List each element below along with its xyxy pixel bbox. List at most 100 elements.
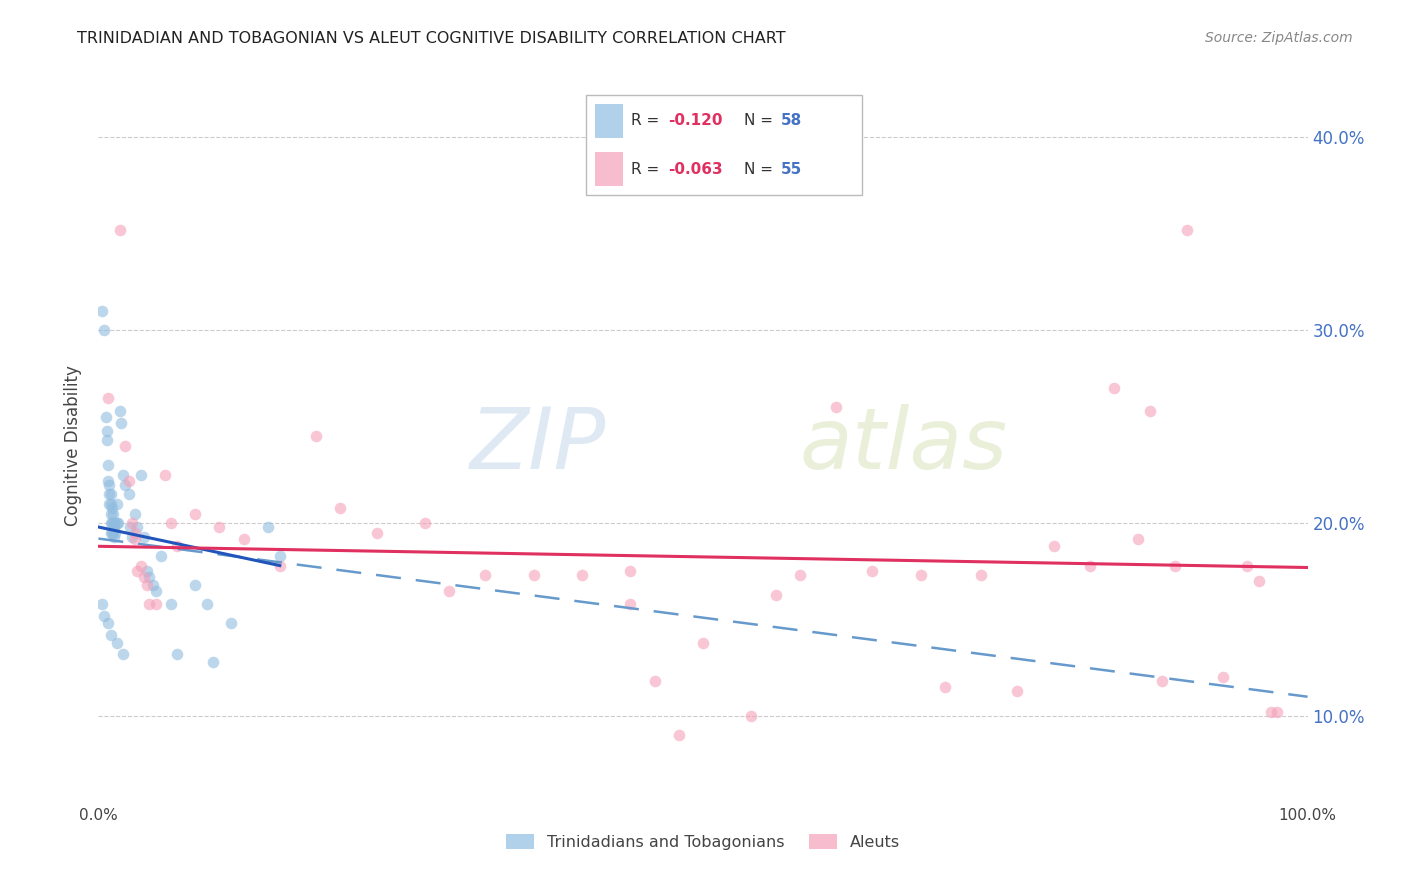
Point bbox=[118, 520, 141, 534]
Point bbox=[413, 516, 436, 530]
Point bbox=[134, 530, 156, 544]
Point bbox=[104, 516, 127, 530]
Point bbox=[619, 597, 641, 611]
Point bbox=[765, 587, 787, 601]
Point bbox=[825, 401, 848, 415]
Text: N =: N = bbox=[744, 113, 778, 128]
Point bbox=[860, 565, 883, 579]
Point bbox=[108, 404, 131, 418]
Point bbox=[474, 568, 496, 582]
Point bbox=[100, 507, 122, 521]
Point bbox=[105, 516, 128, 530]
Point bbox=[96, 424, 118, 438]
Point bbox=[105, 636, 128, 650]
Point bbox=[108, 223, 131, 237]
Text: -0.120: -0.120 bbox=[668, 113, 723, 128]
Point bbox=[111, 467, 134, 482]
Text: Source: ZipAtlas.com: Source: ZipAtlas.com bbox=[1205, 31, 1353, 45]
Point bbox=[135, 565, 157, 579]
Point bbox=[1139, 404, 1161, 418]
Point bbox=[1078, 558, 1101, 573]
Point bbox=[121, 530, 143, 544]
Point bbox=[100, 525, 122, 540]
Point bbox=[619, 565, 641, 579]
Point bbox=[135, 578, 157, 592]
Point bbox=[98, 497, 121, 511]
Point bbox=[93, 323, 115, 337]
Y-axis label: Cognitive Disability: Cognitive Disability bbox=[65, 366, 83, 526]
Point bbox=[134, 570, 156, 584]
Point bbox=[97, 474, 120, 488]
Text: N =: N = bbox=[744, 161, 778, 177]
Point bbox=[100, 500, 122, 515]
Point bbox=[184, 578, 207, 592]
Point bbox=[107, 516, 129, 530]
Point bbox=[138, 570, 160, 584]
Point bbox=[329, 500, 352, 515]
Point bbox=[1007, 684, 1029, 698]
Point bbox=[145, 597, 167, 611]
Point bbox=[1267, 705, 1289, 719]
Point bbox=[184, 507, 207, 521]
Bar bbox=[595, 153, 623, 186]
FancyBboxPatch shape bbox=[586, 95, 862, 195]
Point bbox=[97, 458, 120, 473]
Point bbox=[668, 728, 690, 742]
Point bbox=[101, 516, 124, 530]
Bar bbox=[595, 104, 623, 137]
Point bbox=[644, 674, 666, 689]
Point bbox=[1260, 705, 1282, 719]
Text: -0.063: -0.063 bbox=[668, 161, 723, 177]
Point bbox=[124, 507, 146, 521]
Point bbox=[127, 520, 149, 534]
Point bbox=[1236, 558, 1258, 573]
Point bbox=[91, 304, 114, 318]
Point bbox=[93, 608, 115, 623]
Point bbox=[160, 516, 183, 530]
Point bbox=[1212, 670, 1234, 684]
Point bbox=[269, 558, 291, 573]
Point bbox=[97, 391, 120, 405]
Point bbox=[100, 516, 122, 530]
Point bbox=[166, 539, 188, 553]
Point bbox=[127, 565, 149, 579]
Point bbox=[208, 520, 231, 534]
Point bbox=[1128, 532, 1150, 546]
Text: atlas: atlas bbox=[800, 404, 1008, 488]
Point bbox=[153, 467, 176, 482]
Point bbox=[97, 616, 120, 631]
Point bbox=[166, 648, 188, 662]
Text: 55: 55 bbox=[780, 161, 801, 177]
Point bbox=[160, 597, 183, 611]
Point bbox=[111, 648, 134, 662]
Point bbox=[138, 597, 160, 611]
Point bbox=[100, 628, 122, 642]
Text: 58: 58 bbox=[780, 113, 801, 128]
Point bbox=[105, 497, 128, 511]
Point bbox=[98, 477, 121, 491]
Point bbox=[142, 578, 165, 592]
Point bbox=[91, 597, 114, 611]
Point bbox=[692, 636, 714, 650]
Point bbox=[970, 568, 993, 582]
Point bbox=[96, 434, 118, 448]
Point bbox=[195, 597, 218, 611]
Point bbox=[571, 568, 593, 582]
Point bbox=[110, 416, 132, 430]
Point bbox=[124, 525, 146, 540]
Point bbox=[124, 532, 146, 546]
Point bbox=[523, 568, 546, 582]
Point bbox=[98, 487, 121, 501]
Point bbox=[145, 583, 167, 598]
Point bbox=[1152, 674, 1174, 689]
Point bbox=[1175, 223, 1198, 237]
Point bbox=[100, 497, 122, 511]
Point bbox=[232, 532, 254, 546]
Point bbox=[103, 530, 125, 544]
Point bbox=[100, 516, 122, 530]
Point bbox=[256, 520, 278, 534]
Point bbox=[114, 439, 136, 453]
Point bbox=[103, 520, 125, 534]
Text: ZIP: ZIP bbox=[470, 404, 606, 488]
Point bbox=[1042, 539, 1064, 553]
